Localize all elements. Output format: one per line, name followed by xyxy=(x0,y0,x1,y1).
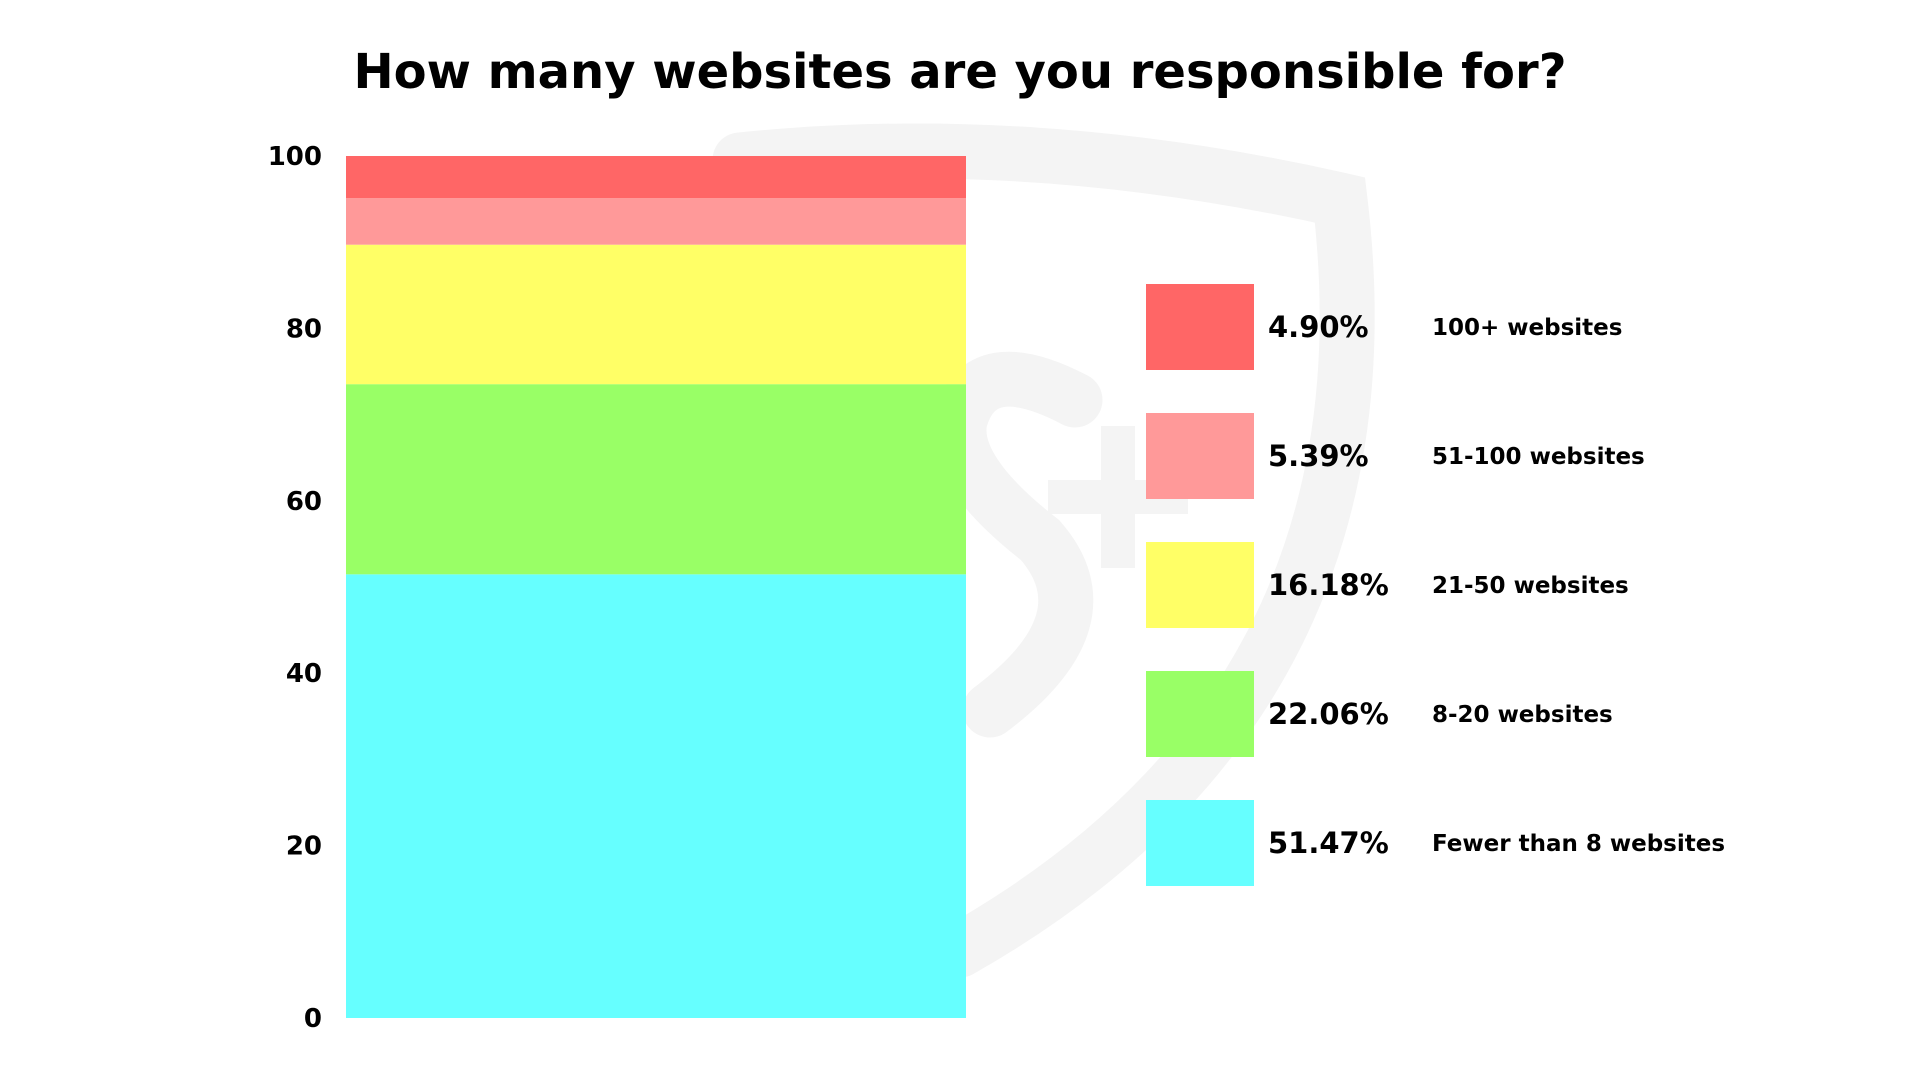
y-tick-label: 100 xyxy=(268,142,322,172)
legend-label: Fewer than 8 websites xyxy=(1432,831,1725,857)
legend-swatch xyxy=(1146,413,1254,499)
y-tick-label: 80 xyxy=(286,314,322,344)
bar-segment xyxy=(346,244,966,385)
bar-segment xyxy=(346,156,966,199)
legend-label: 21-50 websites xyxy=(1432,573,1629,599)
bar-segment xyxy=(346,198,966,245)
y-tick-label: 0 xyxy=(304,1004,322,1034)
legend-label: 8-20 websites xyxy=(1432,702,1613,728)
legend-swatch xyxy=(1146,671,1254,757)
chart-title: How many websites are you responsible fo… xyxy=(353,44,1566,100)
y-tick-label: 20 xyxy=(286,832,322,862)
legend-label: 100+ websites xyxy=(1432,315,1622,341)
bar-segment xyxy=(346,384,966,575)
legend-swatch xyxy=(1146,284,1254,370)
legend-percent: 4.90% xyxy=(1268,310,1369,344)
legend-percent: 22.06% xyxy=(1268,697,1389,731)
legend-percent: 5.39% xyxy=(1268,439,1369,473)
legend-percent: 51.47% xyxy=(1268,826,1389,860)
bar-segment xyxy=(346,574,966,1018)
bar-stack xyxy=(346,156,966,1018)
y-axis: 0 20 40 60 80 100 xyxy=(268,142,322,1034)
legend-swatch xyxy=(1146,542,1254,628)
legend-label: 51-100 websites xyxy=(1432,444,1645,470)
legend-percent: 16.18% xyxy=(1268,568,1389,602)
legend: 4.90% 100+ websites 5.39% 51-100 websites 16… xyxy=(1146,284,1725,886)
y-tick-label: 40 xyxy=(286,659,322,689)
y-tick-label: 60 xyxy=(286,487,322,517)
legend-swatch xyxy=(1146,800,1254,886)
